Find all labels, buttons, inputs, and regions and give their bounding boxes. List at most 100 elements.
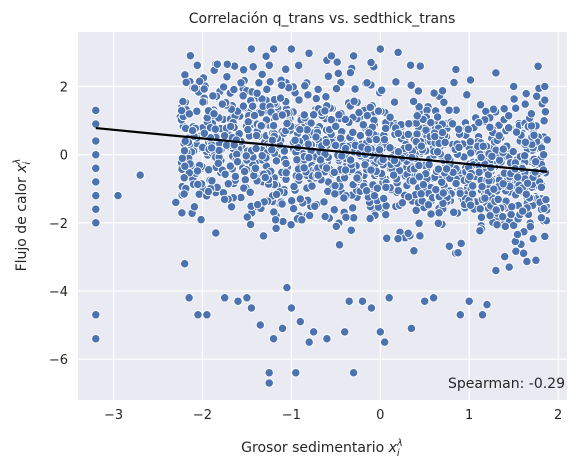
x-tick-labels: −3 −2 −1 0 1 2 (104, 408, 562, 423)
scatter-point (426, 117, 436, 128)
scatter-point (321, 92, 331, 102)
scatter-point (277, 323, 288, 334)
scatter-point (287, 196, 297, 206)
scatter-point (322, 334, 332, 344)
scatter-point (518, 248, 529, 258)
scatter-point (267, 145, 277, 155)
scatter-point (236, 78, 246, 88)
scatter-point (393, 147, 404, 157)
scatter-point (540, 107, 551, 117)
scatter-point (323, 71, 334, 81)
scatter-point (303, 90, 313, 100)
scatter-point (239, 183, 249, 193)
scatter-point (281, 158, 291, 169)
scatter-point (180, 161, 190, 171)
scatter-point (238, 91, 248, 101)
scatter-point (297, 215, 307, 225)
scatter-point (476, 212, 487, 222)
scatter-point (379, 134, 390, 145)
scatter-point (198, 97, 208, 107)
scatter-point (203, 186, 214, 197)
scatter-point (414, 172, 424, 182)
scatter-point (252, 199, 263, 210)
scatter-point (277, 80, 287, 90)
scatter-point (500, 221, 510, 232)
scatter-point (375, 44, 385, 54)
scatter-point (381, 182, 391, 193)
scatter-point (440, 137, 450, 148)
scatter-point (230, 171, 241, 182)
scatter-point (286, 303, 297, 313)
scatter-point (184, 293, 194, 303)
y-tick-label: −6 (49, 353, 68, 368)
scatter-point (320, 106, 330, 116)
scatter-point (536, 182, 547, 192)
scatter-point (192, 60, 202, 70)
scatter-point (113, 190, 123, 201)
scatter-point (521, 88, 531, 99)
scatter-point (494, 155, 505, 165)
scatter-point (304, 48, 314, 58)
scatter-point (433, 164, 444, 174)
scatter-point (539, 116, 549, 126)
scatter-point (361, 186, 372, 196)
scatter-point (295, 194, 305, 204)
scatter-point (305, 210, 315, 221)
scatter-point (344, 296, 354, 306)
scatter-point (411, 205, 421, 215)
scatter-point (271, 223, 281, 234)
scatter-point (219, 131, 230, 141)
scatter-point (91, 177, 101, 187)
scatter-point (385, 143, 395, 153)
scatter-point (475, 204, 485, 214)
scatter-point (352, 173, 362, 183)
scatter-point (529, 130, 539, 140)
scatter-point (171, 197, 181, 208)
scatter-point (412, 129, 422, 139)
scatter-point (262, 84, 272, 95)
scatter-point (252, 88, 262, 98)
scatter-point (345, 67, 356, 78)
scatter-point (180, 136, 190, 146)
scatter-point (329, 205, 339, 215)
scatter-point (532, 91, 542, 101)
scatter-point (331, 121, 341, 132)
scatter-point (313, 170, 323, 180)
scatter-point (315, 155, 326, 165)
scatter-point (217, 99, 227, 109)
scatter-point (432, 147, 443, 157)
scatter-point (294, 172, 304, 182)
scatter-point (91, 310, 101, 320)
scatter-point (412, 111, 422, 121)
scatter-point (264, 368, 274, 378)
scatter-point (346, 225, 356, 235)
scatter-point (385, 112, 395, 122)
scatter-point (307, 181, 317, 191)
scatter-point (239, 166, 250, 177)
scatter-point (531, 157, 541, 167)
scatter-point (447, 119, 458, 129)
x-tick-label: −2 (193, 408, 212, 423)
scatter-point (475, 100, 486, 110)
spearman-annotation: Spearman: -0.29 (448, 376, 565, 392)
scatter-point (242, 212, 252, 222)
scatter-point (499, 104, 509, 114)
scatter-point (538, 150, 549, 160)
scatter-point (421, 125, 431, 135)
scatter-point (489, 184, 499, 194)
scatter-point (255, 320, 265, 330)
scatter-point (432, 112, 443, 122)
scatter-point (267, 135, 278, 145)
scatter-point (485, 210, 495, 221)
scatter-point (271, 156, 282, 166)
scatter-point (357, 296, 368, 306)
scatter-point (238, 101, 249, 111)
scatter-point (366, 165, 376, 175)
scatter-point (288, 203, 299, 214)
scatter-point (498, 179, 508, 189)
scatter-point (498, 144, 508, 154)
x-tick-label: 1 (465, 408, 473, 423)
scatter-point (254, 78, 264, 88)
scatter-point (326, 51, 337, 61)
scatter-point (420, 296, 430, 306)
